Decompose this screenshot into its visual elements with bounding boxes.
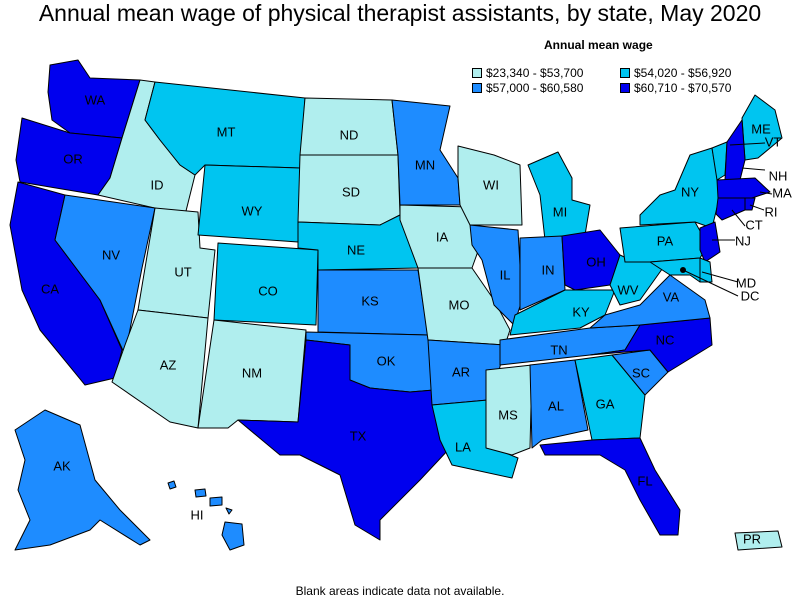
state-label-pa: PA: [657, 233, 674, 248]
state-label-az: AZ: [160, 357, 177, 372]
state-label-ny: NY: [681, 184, 699, 199]
state-label-ky: KY: [572, 304, 590, 319]
state-hi: [167, 480, 245, 551]
state-label-ne: NE: [347, 242, 365, 257]
state-nh: [724, 119, 746, 181]
state-label-ma: MA: [772, 185, 792, 200]
state-label-nh: NH: [769, 168, 788, 183]
state-wi: [457, 145, 523, 226]
state-label-ut: UT: [174, 264, 191, 279]
state-ri: [744, 197, 756, 211]
legend-label: $54,020 - $56,920: [634, 66, 732, 80]
legend-swatch: [472, 68, 482, 78]
state-mn: [391, 99, 461, 206]
legend-label: $57,000 - $60,580: [486, 81, 584, 95]
dc-marker: [680, 267, 686, 273]
state-nj: [699, 221, 721, 263]
state-label-mn: MN: [415, 157, 435, 172]
state-label-sc: SC: [632, 365, 650, 380]
state-label-la: LA: [455, 439, 471, 454]
state-label-wv: WV: [618, 282, 639, 297]
state-label-ks: KS: [361, 293, 379, 308]
legend-title: Annual mean wage: [544, 38, 653, 52]
legend-swatch: [620, 83, 630, 93]
state-label-md: MD: [736, 275, 756, 290]
leader-line-md: [701, 271, 739, 283]
state-label-va: VA: [663, 289, 680, 304]
state-label-or: OR: [63, 151, 83, 166]
state-ak: [14, 409, 151, 551]
state-label-tx: TX: [350, 428, 367, 443]
state-label-wy: WY: [242, 203, 263, 218]
legend-item-4: $60,710 - $70,570: [620, 81, 731, 95]
state-ga: [574, 354, 646, 441]
state-label-ia: IA: [436, 229, 449, 244]
state-ms: [485, 364, 533, 456]
state-label-fl: FL: [637, 473, 652, 488]
state-label-ct: CT: [745, 217, 762, 232]
state-label-nd: ND: [340, 127, 359, 142]
legend-item-1: $23,340 - $53,700: [472, 66, 583, 80]
state-pr: [734, 530, 783, 551]
state-nc: [589, 317, 713, 373]
state-label-wa: WA: [85, 92, 106, 107]
state-ky: [509, 289, 616, 336]
state-label-sd: SD: [342, 184, 360, 199]
state-label-co: CO: [258, 283, 278, 298]
state-label-id: ID: [151, 177, 164, 192]
leader-line-nh: [741, 167, 766, 171]
state-il: [469, 224, 523, 326]
state-tx: [237, 339, 451, 541]
state-label-mt: MT: [217, 124, 236, 139]
state-label-tn: TN: [550, 342, 567, 357]
state-label-me: ME: [751, 121, 771, 136]
state-label-dc: DC: [741, 288, 760, 303]
state-label-nj: NJ: [735, 233, 751, 248]
state-co: [213, 242, 319, 326]
state-label-ms: MS: [498, 407, 518, 422]
legend-swatch: [620, 68, 630, 78]
leader-line-dc: [682, 269, 739, 297]
state-mi: [527, 151, 591, 241]
state-label-nm: NM: [242, 365, 262, 380]
state-label-al: AL: [548, 398, 564, 413]
state-label-ar: AR: [452, 364, 470, 379]
leader-line-ma: [759, 191, 773, 195]
leader-line-vt: [729, 142, 766, 146]
map-title: Annual mean wage of physical therapist a…: [38, 0, 762, 26]
state-label-oh: OH: [586, 254, 606, 269]
state-az: [111, 309, 209, 429]
legend-label: $60,710 - $70,570: [634, 81, 732, 95]
state-ne: [297, 214, 419, 271]
state-label-pr: PR: [743, 531, 761, 546]
state-label-ga: GA: [596, 396, 615, 411]
state-label-ak: AK: [53, 458, 71, 473]
state-label-in: IN: [542, 262, 555, 277]
state-fl: [539, 437, 681, 536]
legend-label: $23,340 - $53,700: [486, 66, 584, 80]
state-label-mo: MO: [449, 297, 470, 312]
state-label-nc: NC: [656, 332, 675, 347]
state-md: [649, 257, 701, 283]
state-va: [589, 274, 711, 329]
footnote: Blank areas indicate data not available.: [295, 584, 505, 598]
state-label-wi: WI: [483, 177, 499, 192]
legend-item-3: $57,000 - $60,580: [472, 81, 583, 95]
state-label-mi: MI: [553, 204, 567, 219]
legend-item-2: $54,020 - $56,920: [620, 66, 731, 80]
leader-line-ri: [749, 204, 765, 211]
state-label-hi: HI: [191, 507, 204, 522]
leader-line-ct: [731, 209, 746, 227]
state-label-ri: RI: [765, 204, 778, 219]
state-al: [529, 359, 589, 449]
state-label-ca: CA: [41, 281, 59, 296]
state-label-vt: VT: [765, 134, 782, 149]
state-label-nv: NV: [102, 247, 120, 262]
state-ma: [716, 177, 771, 199]
state-ct: [715, 197, 746, 221]
state-label-il: IL: [500, 267, 511, 282]
legend-swatch: [472, 83, 482, 93]
state-label-ok: OK: [377, 353, 396, 368]
